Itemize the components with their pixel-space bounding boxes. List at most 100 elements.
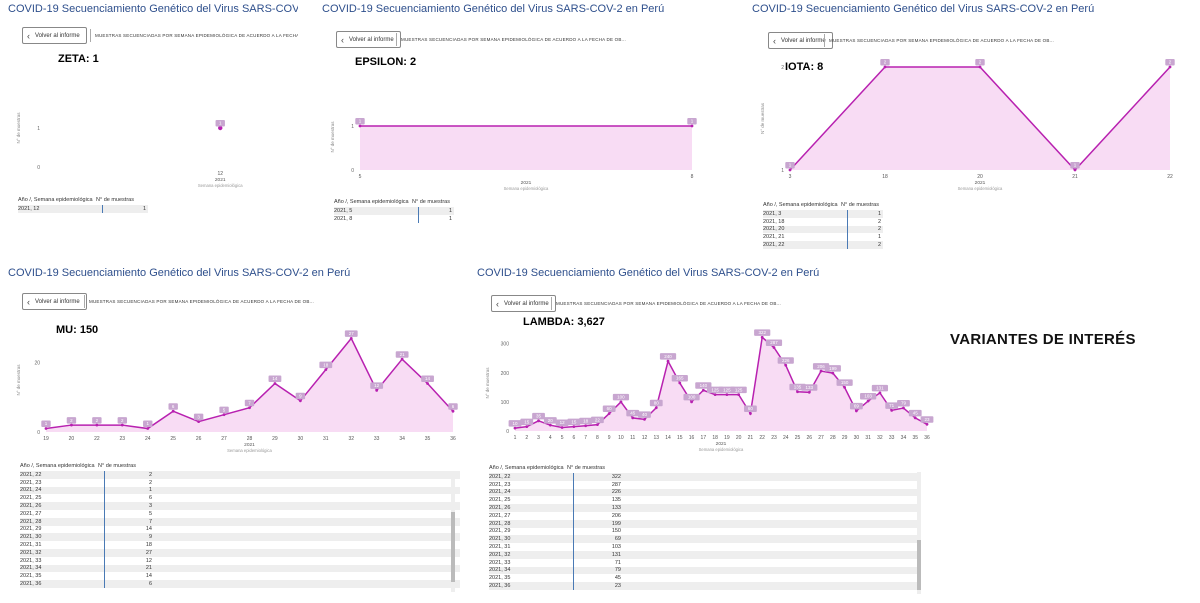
data-label-box xyxy=(687,118,697,125)
back-to-report-button[interactable]: ‹ Volver al informe xyxy=(22,27,87,44)
x-tick-label: 32 xyxy=(348,436,354,442)
data-label-box xyxy=(908,409,922,417)
data-label-box xyxy=(849,402,863,410)
back-to-report-button[interactable]: ‹ Volver al informe xyxy=(22,293,87,310)
column-header-week[interactable]: Año /, Semana epidemiológica xyxy=(334,199,409,205)
table-row: 2021, 31 18 xyxy=(20,541,460,549)
table-row: 2021, 18 2 xyxy=(763,218,883,226)
data-label-box xyxy=(649,399,663,407)
data-label: 21 xyxy=(400,352,406,357)
x-tick-label: 19 xyxy=(724,435,730,441)
data-label-box xyxy=(638,411,651,418)
table-scrollbar[interactable] xyxy=(451,472,455,592)
x-axis-label: Semana epidemiológica xyxy=(699,447,744,452)
column-divider xyxy=(418,207,419,223)
x-year-label: 2021 xyxy=(244,442,255,448)
data-label: 206 xyxy=(817,364,825,369)
cell-week: 2021, 25 xyxy=(20,495,42,502)
x-tick-label: 22 xyxy=(759,435,765,441)
back-to-report-button[interactable]: ‹ Volver al informe xyxy=(768,32,833,49)
x-tick-label: 31 xyxy=(865,435,871,441)
scrollbar-thumb[interactable] xyxy=(917,540,921,590)
x-tick-label: 27 xyxy=(818,435,824,441)
cell-count: 6 xyxy=(148,495,152,502)
column-header-count[interactable]: N° de muestras xyxy=(98,463,136,469)
y-tick-label: 1 xyxy=(351,124,354,130)
table-row: 2021, 22 322 xyxy=(489,473,921,481)
cell-week: 2021, 23 xyxy=(489,481,511,488)
cell-count: 45 xyxy=(614,575,621,582)
data-point xyxy=(890,408,894,412)
back-to-report-button[interactable]: ‹ Volver al informe xyxy=(336,31,401,48)
column-header-week[interactable]: Año /, Semana epidemiológica xyxy=(18,197,93,203)
table-row: 2021, 28 199 xyxy=(489,519,921,528)
cell-week: 2021, 20 xyxy=(763,226,785,233)
cell-week: 2021, 34 xyxy=(20,565,42,572)
data-label-box xyxy=(319,361,333,369)
column-header-week[interactable]: Año /, Semana epidemiológica xyxy=(20,463,95,469)
data-point xyxy=(358,124,362,128)
cell-week: 2021, 3 xyxy=(763,210,782,217)
data-label-box xyxy=(295,392,306,400)
data-point xyxy=(654,406,658,410)
data-label: 12 xyxy=(374,383,380,388)
data-label: 100 xyxy=(688,395,696,400)
panel-title: COVID-19 Secuenciamiento Genético del Vi… xyxy=(752,3,1095,15)
data-point xyxy=(831,371,835,375)
x-tick-label: 4 xyxy=(549,435,552,441)
variant-label: LAMBDA: 3,627 xyxy=(523,316,605,328)
data-point xyxy=(222,413,226,417)
cell-count: 2 xyxy=(148,479,152,486)
column-header-count[interactable]: N° de muestras xyxy=(96,197,134,203)
data-point xyxy=(572,425,576,429)
report-subtitle: MUESTRAS SECUENCIADAS POR SEMANA EPIDEMI… xyxy=(551,297,781,310)
cell-count: 21 xyxy=(145,565,152,572)
cell-count: 2 xyxy=(148,471,152,478)
cell-week: 2021, 32 xyxy=(489,551,511,558)
y-tick-label: 1 xyxy=(781,168,784,174)
variant-label: EPSILON: 2 xyxy=(355,56,417,68)
cell-count: 2 xyxy=(877,242,881,249)
cell-count: 71 xyxy=(614,559,621,566)
report-subtitle: MUESTRAS SECUENCIADAS POR SEMANA EPIDEMI… xyxy=(90,29,298,42)
cell-count: 131 xyxy=(611,551,621,558)
column-header-count[interactable]: N° de muestras xyxy=(841,202,879,208)
scrollbar-thumb[interactable] xyxy=(451,512,455,582)
table-body: 2021, 3 1 2021, 18 2 2021, 20 2 2021, 21 1 2021,… xyxy=(763,210,883,249)
cell-week: 2021, 28 xyxy=(20,518,42,525)
data-label-box xyxy=(219,406,229,414)
chevron-left-icon: ‹ xyxy=(27,30,30,41)
data-label: 125 xyxy=(711,387,719,392)
x-tick-label: 29 xyxy=(272,436,278,442)
x-tick-label: 28 xyxy=(830,435,836,441)
data-label-box xyxy=(567,418,581,426)
x-tick-label: 30 xyxy=(854,435,860,441)
back-to-report-button[interactable]: ‹ Volver al informe xyxy=(491,295,556,312)
panel-title: COVID-19 Secuenciamiento Genético del Vi… xyxy=(322,3,665,15)
table-body: 2021, 22 322 2021, 23 287 2021, 24 226 2021, 2… xyxy=(489,473,921,590)
column-header-count[interactable]: N° de muestras xyxy=(412,199,450,205)
panel-epsilon: COVID-19 Secuenciamiento Genético del Vi… xyxy=(322,3,702,231)
cell-count: 199 xyxy=(611,520,621,527)
x-tick-label: 18 xyxy=(882,174,888,180)
table-scrollbar[interactable] xyxy=(917,472,921,594)
y-tick-label: 0 xyxy=(506,429,509,435)
column-header-count[interactable]: N° de muestras xyxy=(567,465,605,471)
column-header-week[interactable]: Año /, Semana epidemiológica xyxy=(489,465,564,471)
x-tick-label: 33 xyxy=(374,436,380,442)
x-tick-label: 27 xyxy=(221,436,227,442)
x-tick-label: 9 xyxy=(608,435,611,441)
cell-count: 3 xyxy=(148,503,152,510)
data-table: Año /, Semana epidemiológica N° de muestr… xyxy=(489,463,921,590)
x-tick-label: 33 xyxy=(889,435,895,441)
cell-count: 18 xyxy=(145,542,152,549)
column-header-week[interactable]: Año /, Semana epidemiológica xyxy=(763,202,838,208)
data-label-box xyxy=(754,329,771,336)
x-tick-label: 26 xyxy=(196,436,202,442)
data-label: 6 xyxy=(172,404,175,409)
x-axis-label: Semana epidemiológica xyxy=(504,186,549,191)
x-tick-label: 35 xyxy=(912,435,918,441)
table-header: Año /, Semana epidemiológica N° de muestr… xyxy=(489,463,921,473)
column-divider xyxy=(102,205,103,213)
